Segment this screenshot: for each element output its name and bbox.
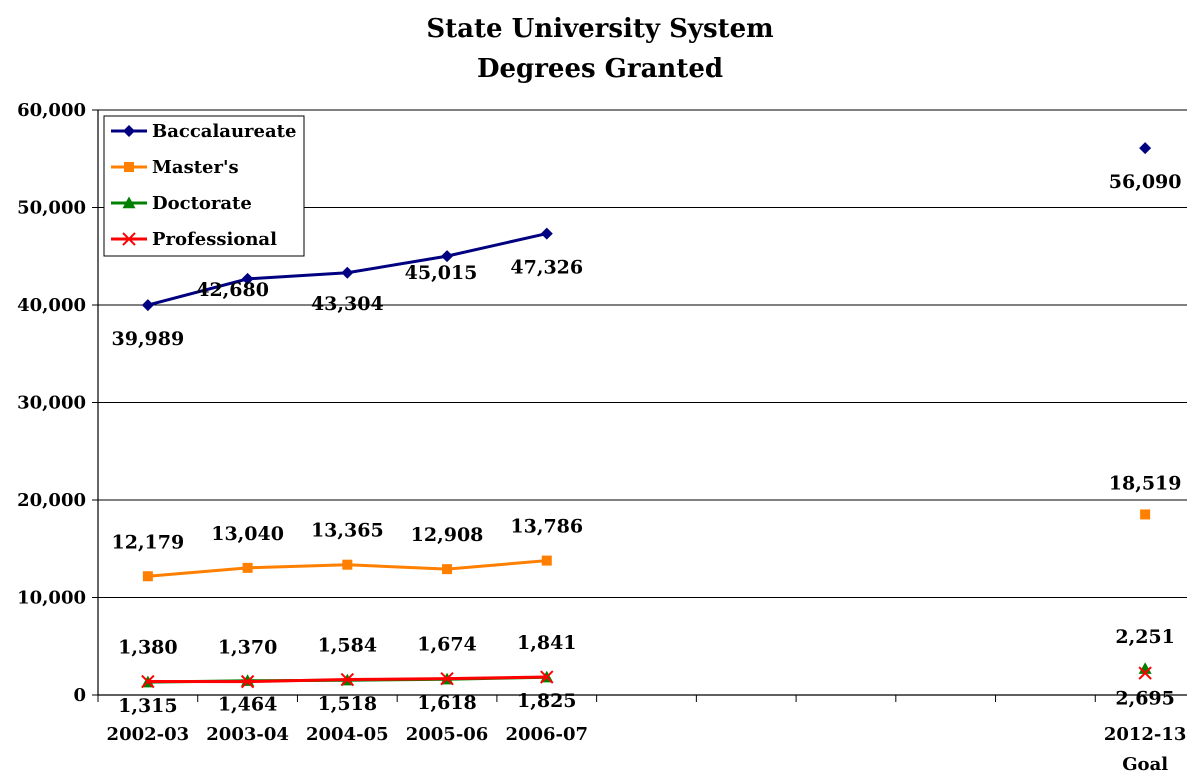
data-label: 18,519 [1109,472,1182,494]
x-tick-label: 2002-03 [107,724,190,745]
y-tick-label: 0 [73,685,86,706]
data-label: 13,365 [311,520,384,542]
legend-label: Master's [152,157,239,178]
chart-title-line-1: State University System [426,14,773,44]
data-point [342,559,353,570]
legend-label: Baccalaureate [152,121,296,142]
data-label: 43,304 [311,293,384,315]
data-point-stroke-b [340,672,355,687]
data-label: 12,179 [112,531,185,553]
data-point [540,670,554,684]
legend-marker [122,196,136,209]
data-point-stroke-b [540,670,554,684]
data-point [1140,509,1151,520]
data-point-stroke-b [141,674,155,689]
data-point [442,564,453,575]
x-tick-label: Goal [1122,754,1168,775]
legend-marker [122,232,136,246]
legend-item: Baccalaureate [111,121,296,142]
data-point-stroke-b [1138,666,1152,680]
data-point [341,266,354,279]
data-label: 12,908 [411,524,484,546]
data-label: 13,040 [211,523,284,545]
legend-label: Professional [152,229,277,250]
data-label: 2,695 [1115,688,1175,710]
x-tick-label: 2006-07 [505,724,588,745]
y-tick-label: 40,000 [17,295,86,316]
data-label: 47,326 [510,257,583,279]
data-point-stroke-b [440,671,454,686]
data-label: 42,680 [196,279,269,301]
data-point [1139,142,1152,155]
data-point [541,555,552,566]
data-point [441,250,454,263]
axes [92,109,1187,702]
data-point [141,674,155,689]
data-label: 56,090 [1109,171,1182,193]
data-point [540,227,553,240]
x-tick-label: 2004-05 [306,724,389,745]
data-point [240,674,255,689]
y-tick-label: 30,000 [17,393,86,414]
y-tick-label: 20,000 [17,490,86,511]
data-label: 45,015 [405,262,478,284]
y-tick-label: 10,000 [17,588,86,609]
tick-labels: 0 10,000 20,000 30,000 40,000 50,000 60,000 200… [17,100,1186,775]
legend-item: Master's [111,157,239,178]
data-label: 2,251 [1115,626,1175,648]
y-tick-label: 60,000 [17,100,86,121]
legend-box [103,115,305,257]
data-point [241,272,254,285]
data-label: 1,674 [417,634,477,656]
legend-marker [123,125,135,137]
data-label: 1,825 [517,690,577,712]
data-point [141,299,154,312]
series-0 [141,142,1152,312]
data-label: 1,518 [318,693,378,715]
legend-marker-stroke-b [122,232,136,246]
x-tick-label: 2003-04 [206,724,289,745]
series-1 [142,509,1151,582]
data-point [1138,666,1152,680]
data-label: 13,786 [510,516,583,538]
data-label: 39,989 [112,328,185,350]
series-3 [141,666,1152,689]
data-label: 1,841 [517,632,577,654]
data-label: 1,370 [218,637,278,659]
data-label: 1,584 [318,635,378,657]
legend-label: Doctorate [152,193,252,214]
y-tick-label: 50,000 [17,198,86,219]
data-label: 1,618 [417,692,477,714]
data-point [340,672,355,687]
x-tick-label: 2012-13 [1104,724,1187,745]
x-tick-label: 2005-06 [406,724,489,745]
data-point-stroke-b [240,674,255,689]
data-label: 1,464 [218,694,278,716]
data-point [440,671,454,686]
legend-marker [124,162,134,172]
data-label: 1,380 [118,637,178,659]
data-point [242,562,253,573]
chart-title-line-2: Degrees Granted [477,54,723,84]
data-label: 1,315 [118,695,178,717]
data-point [142,571,153,582]
series-lines [141,142,1152,689]
legend: Baccalaureate Master's Doctorate Profession… [103,115,305,257]
legend-item: Professional [111,229,277,250]
legend-item: Doctorate [111,193,252,214]
series-2 [141,662,1152,688]
data-labels: 39,989 42,680 43,304 45,015 47,326 56,090 12,1… [112,171,1182,717]
